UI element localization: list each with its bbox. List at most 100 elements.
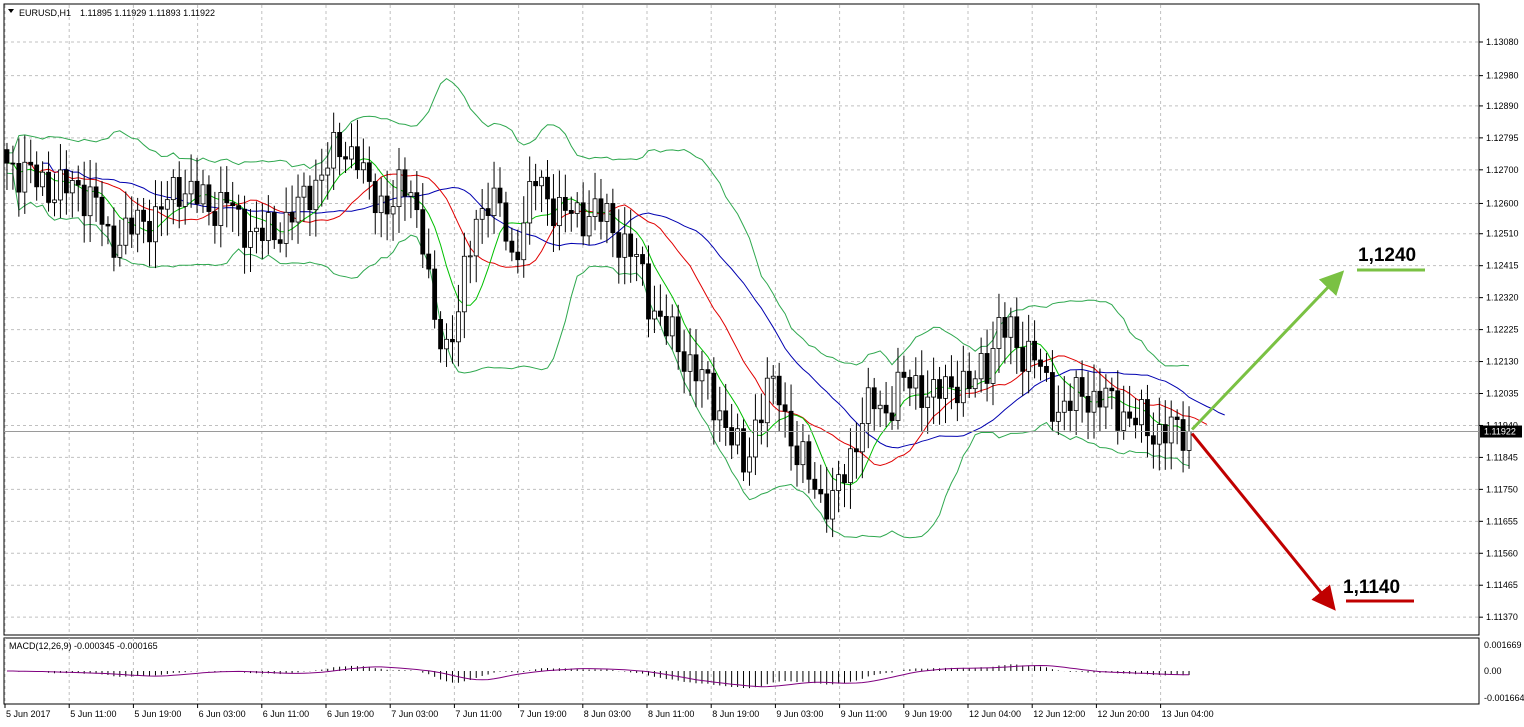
target-down-label: 1,1140	[1343, 577, 1400, 598]
candle	[925, 370, 931, 434]
candle	[1044, 353, 1049, 382]
candle	[901, 355, 907, 392]
candle	[402, 157, 408, 221]
candle	[295, 174, 301, 244]
time-tick-label: 5 Jun 11:00	[70, 709, 116, 719]
candle	[509, 227, 515, 262]
price-tick-label: 1.12600	[1486, 198, 1519, 208]
candle	[485, 182, 491, 238]
price-tick-label: 1.11655	[1486, 516, 1518, 526]
candle	[218, 166, 224, 248]
dropdown-icon[interactable]	[8, 9, 14, 13]
candle	[105, 216, 111, 245]
time-tick-label: 8 Jun 19:00	[712, 709, 759, 719]
candle	[242, 195, 247, 274]
candle	[135, 197, 141, 253]
candle	[1109, 377, 1115, 410]
time-tick-label: 9 Jun 11:00	[841, 709, 887, 719]
price-tick-label: 1.13080	[1486, 37, 1519, 47]
candle	[63, 150, 69, 215]
candle	[800, 424, 806, 484]
candle	[990, 321, 996, 406]
candle	[111, 207, 117, 272]
candle	[1180, 401, 1186, 473]
candle	[824, 467, 830, 533]
candle	[503, 191, 509, 251]
candle	[877, 390, 883, 428]
time-tick-label: 12 Jun 12:00	[1033, 709, 1085, 719]
target-up-label: 1,1240	[1358, 245, 1416, 266]
time-axis: 5 Jun 2017 5 Jun 11:00 5 Jun 19:00 6 Jun 03…	[4, 704, 1214, 719]
time-tick-label: 12 Jun 20:00	[1097, 709, 1149, 719]
candle	[301, 172, 307, 222]
candle	[355, 119, 360, 179]
candle	[396, 147, 402, 233]
candle	[1038, 348, 1043, 381]
candle	[1067, 383, 1073, 433]
price-tick-label: 1.12700	[1486, 165, 1519, 175]
candle	[384, 170, 390, 241]
candle	[248, 208, 253, 273]
current-price-label: 1.11922	[1484, 427, 1516, 437]
time-tick-label: 7 Jun 03:00	[391, 709, 438, 719]
candle	[432, 250, 438, 329]
candle	[1139, 389, 1144, 443]
candle	[1085, 371, 1091, 440]
candle	[319, 148, 325, 207]
candle	[895, 347, 901, 430]
candle	[1150, 412, 1156, 469]
candle	[580, 182, 586, 246]
up-target-arrow	[1190, 270, 1345, 431]
candle	[616, 209, 622, 284]
candle	[551, 174, 556, 252]
candle	[10, 145, 16, 190]
candle	[325, 142, 331, 200]
candle	[699, 350, 705, 408]
candle	[52, 173, 57, 217]
candle	[426, 228, 432, 279]
price-tick-label: 1.12980	[1486, 71, 1519, 81]
candle	[81, 161, 87, 243]
candle	[271, 205, 277, 249]
candle	[1168, 400, 1174, 470]
candle	[176, 161, 182, 229]
candle	[1156, 397, 1162, 471]
candle	[1097, 368, 1103, 432]
candle	[194, 157, 200, 214]
price-axis: 1.13080 1.12980 1.12890 1.12795 1.12700 1.126…	[1479, 37, 1519, 622]
candle	[141, 197, 146, 244]
candle	[657, 284, 663, 326]
candle	[788, 384, 794, 471]
macd-panel	[3, 637, 1480, 705]
candle	[883, 381, 889, 428]
candle	[289, 185, 295, 241]
candle	[28, 139, 34, 184]
macd-tick-zero: 0.00	[1484, 666, 1502, 676]
candle	[87, 159, 93, 243]
candle	[331, 112, 337, 190]
candle	[444, 323, 449, 367]
ohlc-label: 1.11895 1.11929 1.11893 1.11922	[80, 8, 215, 18]
time-tick-label: 5 Jun 2017	[6, 709, 51, 719]
candle	[574, 192, 580, 228]
down-target-arrow	[1190, 432, 1336, 611]
candle	[634, 238, 640, 282]
symbol-label: EURUSD,H1	[19, 8, 71, 18]
candle	[1174, 409, 1180, 445]
candle	[1115, 370, 1121, 445]
candle	[758, 393, 764, 445]
candle	[1162, 400, 1168, 470]
candle	[224, 166, 230, 228]
candle	[1032, 320, 1037, 379]
candle	[818, 464, 824, 503]
candle	[646, 245, 651, 338]
candle	[782, 382, 788, 438]
time-tick-label: 6 Jun 11:00	[263, 709, 309, 719]
candle	[337, 122, 343, 175]
candle	[307, 175, 313, 236]
macd-signal-line	[7, 664, 1190, 688]
bollinger-lower-line	[6, 172, 1190, 539]
candle	[764, 357, 770, 448]
candle	[919, 350, 925, 433]
candle	[479, 189, 485, 244]
